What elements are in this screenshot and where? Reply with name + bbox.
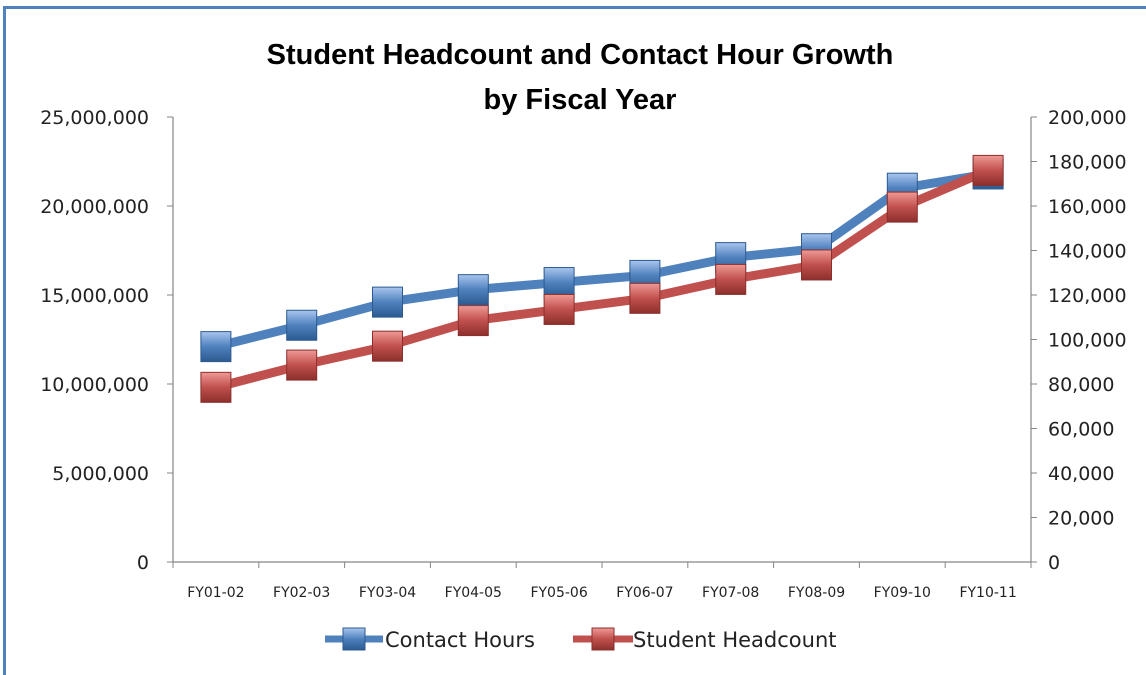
x-tick-label: FY07-08 [702, 585, 759, 601]
data-point-contact-hours [286, 309, 318, 341]
right-tick-label: 80,000 [1048, 374, 1114, 396]
right-tick-label: 100,000 [1048, 330, 1127, 352]
chart-frame [3, 6, 1146, 675]
right-tick-label: 180,000 [1048, 152, 1127, 174]
data-point-student-headcount [715, 263, 747, 295]
axes: 0 5,000,000 10,000,000 15,000,000 20,000,000… [40, 107, 1126, 601]
left-tick-label: 10,000,000 [40, 374, 149, 396]
x-tick-label: FY09-10 [874, 585, 931, 601]
data-point-contact-hours [457, 274, 489, 306]
data-point-contact-hours [200, 331, 232, 363]
left-tick-label: 25,000,000 [40, 107, 149, 129]
data-point-student-headcount [972, 154, 1004, 186]
data-point-student-headcount [543, 293, 575, 325]
right-tick-label: 60,000 [1048, 419, 1114, 441]
right-tick-label: 120,000 [1048, 285, 1127, 307]
x-tick-label: FY03-04 [359, 585, 416, 601]
series-line-student-headcount [214, 166, 990, 392]
legend-marker-contact-hours [342, 627, 366, 651]
left-tick-label: 20,000,000 [40, 196, 149, 218]
x-tick-label: FY10-11 [959, 585, 1016, 601]
data-point-contact-hours [372, 286, 403, 318]
right-tick-label: 140,000 [1048, 241, 1127, 263]
data-point-student-headcount [886, 191, 918, 223]
left-tick-label: 15,000,000 [40, 285, 149, 307]
right-tick-label: 200,000 [1048, 107, 1127, 129]
right-tick-label: 160,000 [1048, 196, 1127, 218]
x-tick-label: FY08-09 [788, 585, 845, 601]
right-tick-label: 0 [1048, 552, 1060, 574]
chart-subtitle: by Fiscal Year [484, 84, 677, 116]
legend-marker-student-headcount [591, 627, 615, 651]
data-point-student-headcount [200, 371, 232, 403]
right-tick-label: 40,000 [1048, 463, 1114, 485]
series-layer [200, 154, 1004, 403]
x-tick-label: FY04-05 [445, 585, 502, 601]
legend: Contact Hours Student Headcount [325, 627, 837, 652]
left-tick-label: 5,000,000 [52, 463, 149, 485]
legend-label-contact-hours: Contact Hours [385, 628, 535, 652]
chart-title: Student Headcount and Contact Hour Growt… [267, 39, 894, 71]
data-point-student-headcount [286, 349, 318, 381]
x-tick-label: FY06-07 [616, 585, 673, 601]
right-tick-label: 20,000 [1048, 508, 1114, 530]
series-line-contact-hours [214, 169, 989, 351]
x-tick-label: FY01-02 [187, 585, 244, 601]
x-tick-label: FY05-06 [530, 585, 587, 601]
data-point-student-headcount [457, 305, 489, 337]
x-tick-label: FY02-03 [273, 585, 330, 601]
left-tick-label: 0 [137, 552, 149, 574]
legend-label-student-headcount: Student Headcount [633, 628, 837, 652]
data-point-student-headcount [372, 330, 403, 362]
data-point-student-headcount [801, 249, 832, 281]
data-point-contact-hours [543, 267, 575, 299]
data-point-student-headcount [629, 282, 661, 314]
